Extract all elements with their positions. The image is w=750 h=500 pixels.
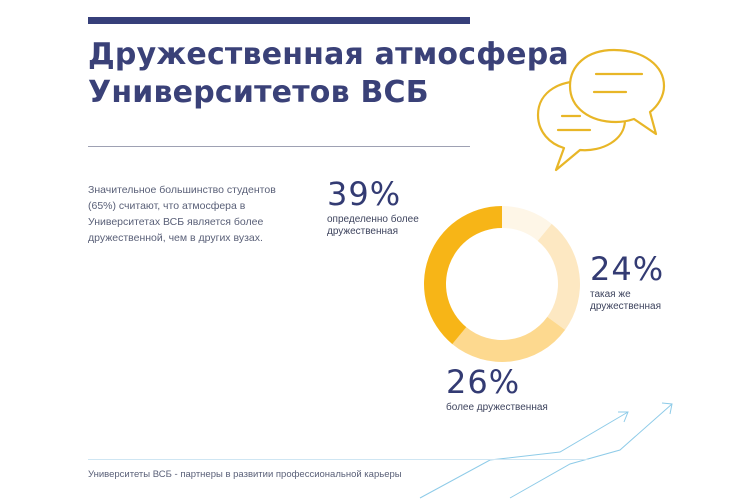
speech-bubbles-icon <box>536 48 666 172</box>
footer-text: Университеты ВСБ - партнеры в развитии п… <box>88 469 402 480</box>
segment-equally-friendly <box>537 223 580 330</box>
segment-friendlier <box>452 316 566 362</box>
stat-label-definitely-friendlier: определенно более дружественная <box>327 214 419 237</box>
donut-chart <box>424 206 580 362</box>
title-divider <box>88 146 470 147</box>
title-line-2: Университетов ВСБ <box>88 75 429 110</box>
footer-divider <box>88 459 588 460</box>
stat-definitely-friendlier: 39% определенно более дружественная <box>327 176 437 238</box>
stat-value-definitely-friendlier: 39% <box>327 175 402 213</box>
stat-label-friendlier: более дружественная <box>446 402 548 413</box>
segment-other <box>502 206 552 241</box>
stat-equally-friendly: 24% такая же дружественная <box>590 251 700 313</box>
growth-arrows-decoration <box>419 402 673 499</box>
stat-friendlier: 26% более дружественная <box>446 364 586 414</box>
top-accent-bar <box>88 17 470 24</box>
page-title: Дружественная атмосфера Университетов ВС… <box>88 36 569 112</box>
intro-text: Значительное большинство студентов (65%)… <box>88 184 276 244</box>
stat-label-equally-friendly: такая же дружественная <box>590 289 662 312</box>
segment-definitely-friendlier <box>424 206 502 345</box>
stat-value-friendlier: 26% <box>446 363 521 401</box>
title-line-1: Дружественная атмосфера <box>88 37 569 72</box>
stat-value-equally-friendly: 24% <box>590 250 665 288</box>
